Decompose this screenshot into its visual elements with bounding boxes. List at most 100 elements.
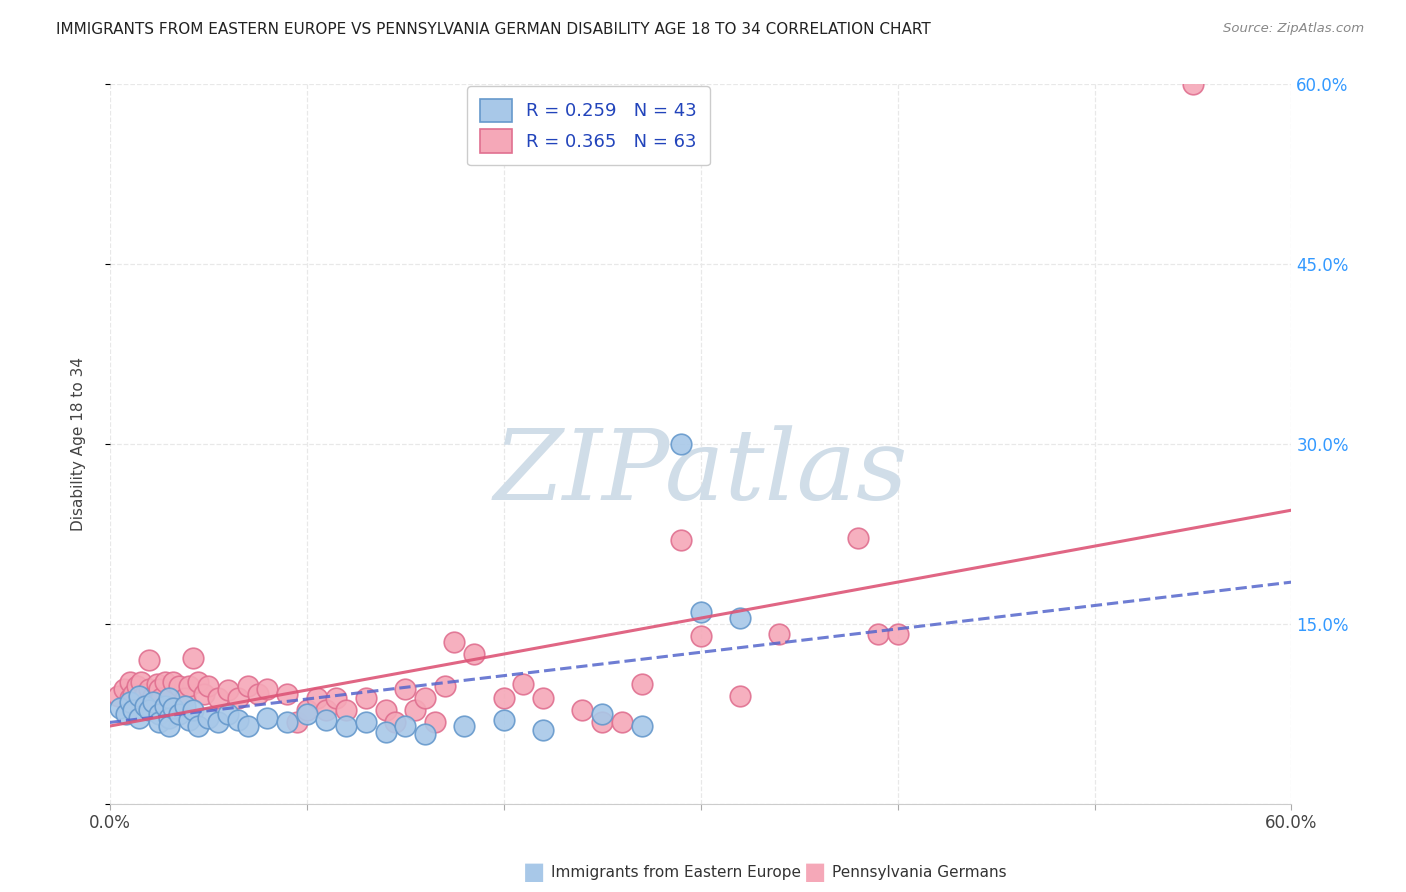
Point	[128, 694, 150, 708]
Point	[354, 715, 377, 730]
Point	[591, 715, 613, 730]
Point	[512, 677, 534, 691]
Point	[128, 689, 150, 703]
Point	[122, 687, 145, 701]
Point	[131, 674, 153, 689]
Point	[413, 727, 436, 741]
Point	[167, 680, 190, 694]
Point	[114, 706, 136, 721]
Point	[157, 691, 180, 706]
Point	[325, 691, 347, 706]
Point	[217, 683, 239, 698]
Point	[384, 715, 406, 730]
Point	[118, 691, 141, 706]
Point	[128, 711, 150, 725]
Y-axis label: Disability Age 18 to 34: Disability Age 18 to 34	[72, 357, 86, 532]
Point	[315, 713, 337, 727]
Point	[148, 715, 170, 730]
Point	[138, 653, 160, 667]
Point	[107, 689, 129, 703]
Point	[181, 650, 204, 665]
Point	[335, 703, 357, 717]
Point	[276, 687, 298, 701]
Point	[276, 715, 298, 730]
Point	[531, 691, 554, 706]
Point	[256, 681, 278, 696]
Text: ■: ■	[523, 861, 546, 884]
Point	[167, 706, 190, 721]
Point	[236, 719, 259, 733]
Point	[148, 681, 170, 696]
Point	[630, 677, 652, 691]
Point	[846, 531, 869, 545]
Point	[453, 719, 475, 733]
Point	[256, 711, 278, 725]
Point	[150, 691, 173, 706]
Point	[315, 703, 337, 717]
Point	[728, 689, 751, 703]
Point	[492, 713, 515, 727]
Point	[404, 703, 426, 717]
Point	[177, 680, 200, 694]
Point	[423, 715, 446, 730]
Point	[157, 691, 180, 706]
Point	[146, 677, 169, 691]
Point	[443, 635, 465, 649]
Point	[187, 719, 209, 733]
Text: Pennsylvania Germans: Pennsylvania Germans	[832, 865, 1007, 880]
Point	[153, 698, 176, 713]
Point	[463, 647, 485, 661]
Point	[187, 674, 209, 689]
Point	[197, 680, 219, 694]
Point	[689, 629, 711, 643]
Point	[768, 626, 790, 640]
Point	[571, 703, 593, 717]
Point	[305, 691, 328, 706]
Point	[197, 711, 219, 725]
Point	[127, 680, 149, 694]
Point	[669, 437, 692, 451]
Point	[153, 674, 176, 689]
Point	[531, 723, 554, 737]
Point	[118, 695, 141, 709]
Point	[122, 703, 145, 717]
Point	[394, 681, 416, 696]
Point	[335, 719, 357, 733]
Point	[394, 719, 416, 733]
Point	[295, 706, 318, 721]
Point	[295, 703, 318, 717]
Text: ■: ■	[804, 861, 827, 884]
Text: ZIPatlas: ZIPatlas	[494, 425, 908, 521]
Point	[669, 533, 692, 548]
Point	[173, 698, 195, 713]
Point	[148, 706, 170, 721]
Point	[492, 691, 515, 706]
Point	[354, 691, 377, 706]
Point	[217, 706, 239, 721]
Point	[610, 715, 633, 730]
Text: Source: ZipAtlas.com: Source: ZipAtlas.com	[1223, 22, 1364, 36]
Point	[134, 698, 156, 713]
Point	[246, 687, 269, 701]
Point	[157, 719, 180, 733]
Point	[118, 674, 141, 689]
Point	[728, 611, 751, 625]
Point	[285, 715, 308, 730]
Point	[138, 703, 160, 717]
Point	[413, 691, 436, 706]
Point	[162, 701, 184, 715]
Point	[157, 711, 180, 725]
Point	[173, 691, 195, 706]
Point	[374, 703, 396, 717]
Point	[177, 713, 200, 727]
Point	[193, 687, 215, 701]
Point	[162, 674, 184, 689]
Point	[108, 701, 131, 715]
Point	[374, 725, 396, 739]
Text: IMMIGRANTS FROM EASTERN EUROPE VS PENNSYLVANIA GERMAN DISABILITY AGE 18 TO 34 CO: IMMIGRANTS FROM EASTERN EUROPE VS PENNSY…	[56, 22, 931, 37]
Text: Immigrants from Eastern Europe: Immigrants from Eastern Europe	[551, 865, 801, 880]
Point	[112, 681, 135, 696]
Point	[591, 706, 613, 721]
Point	[226, 713, 249, 727]
Point	[689, 605, 711, 619]
